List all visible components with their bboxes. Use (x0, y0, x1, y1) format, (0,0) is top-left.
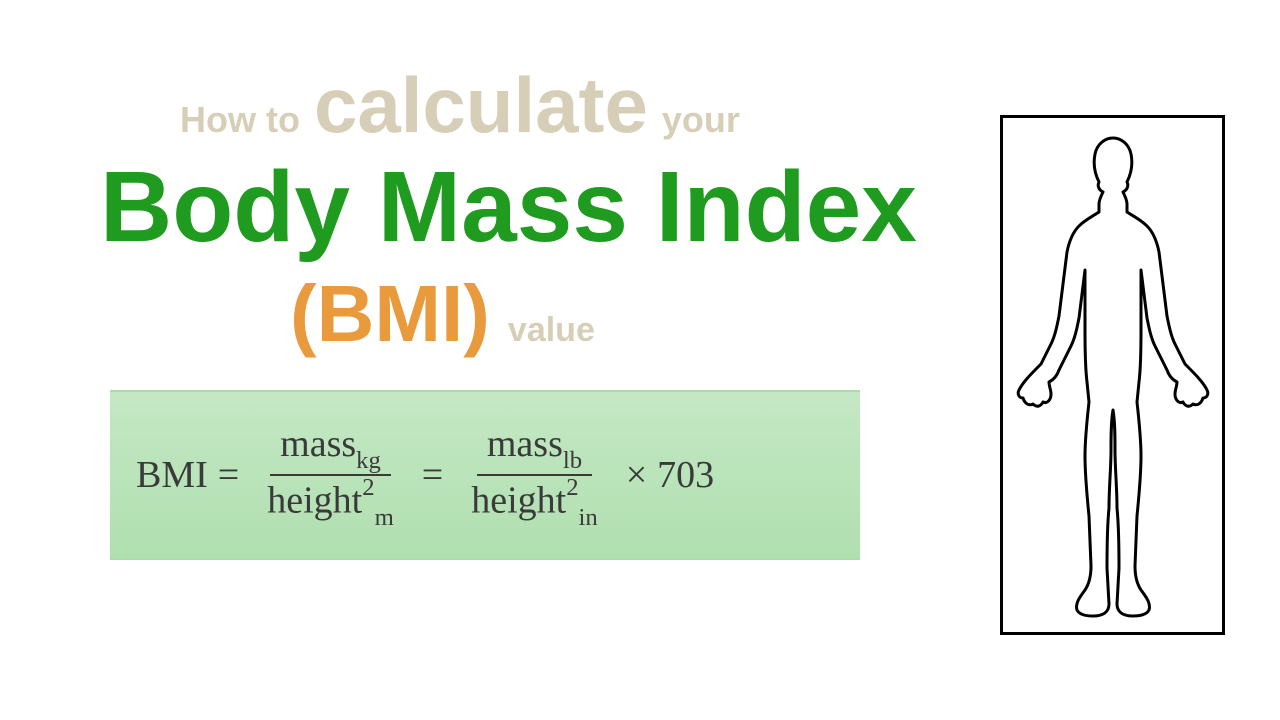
formula-constant: 703 (657, 453, 714, 497)
formula-metric-fraction: masskg height2m (257, 420, 404, 530)
bmi-abbreviation: (BMI) (290, 268, 490, 360)
formula-imperial-fraction: masslb height2in (461, 420, 608, 530)
formula-times: × (626, 453, 647, 497)
formula-metric-numerator: masskg (270, 420, 391, 476)
title-line-1: How to calculate your (100, 60, 1000, 151)
formula-metric-denominator: height2m (257, 476, 404, 530)
title-emphasis: calculate (314, 60, 648, 151)
title-value-word: value (508, 311, 595, 350)
formula-box: BMI = masskg height2m = masslb height2in… (110, 390, 860, 560)
title-main: Body Mass Index (100, 155, 1000, 260)
formula-lhs: BMI (136, 453, 208, 497)
title-line-3: (BMI) value (100, 268, 1000, 360)
title-prefix: How to (180, 99, 300, 141)
human-outline-icon (1013, 130, 1213, 620)
formula-eq-1: = (218, 453, 239, 497)
main-content: How to calculate your Body Mass Index (B… (100, 60, 1000, 560)
formula-imperial-denominator: height2in (461, 476, 608, 530)
formula-eq-2: = (422, 453, 443, 497)
title-suffix: your (662, 99, 740, 141)
human-figure-box (1000, 115, 1225, 635)
formula-imperial-numerator: masslb (477, 420, 592, 476)
